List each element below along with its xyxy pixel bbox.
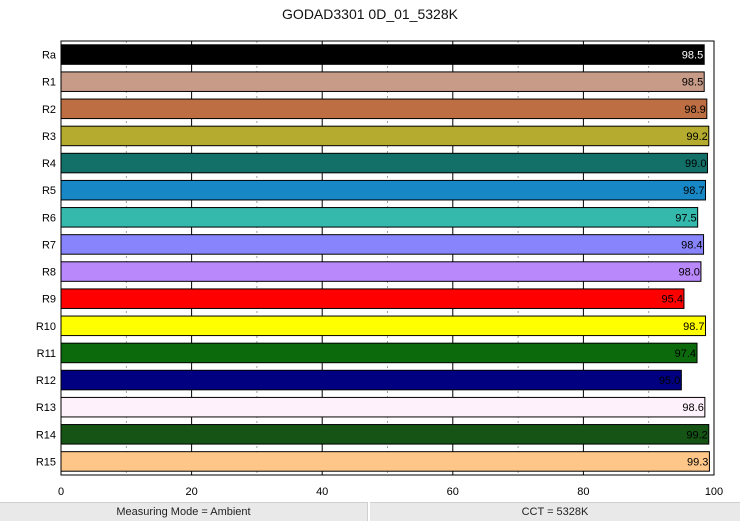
axis-ticks: 0 20 40 60 80 100	[58, 486, 723, 498]
x-tick-label: 60	[447, 486, 459, 498]
measuring-mode-status: Measuring Mode = Ambient	[0, 502, 368, 521]
value-label: 98.7	[683, 185, 704, 197]
plot-frame	[60, 40, 715, 476]
bar-r4	[60, 152, 708, 174]
bars: Ra 98.5 R1 98.5 R2 98.9 R3 99.2 R4 99.0 R5 98.7 R6 97…	[36, 44, 710, 472]
x-tick-label: 100	[705, 486, 723, 498]
category-label: R11	[37, 348, 56, 360]
x-tick-label: 40	[316, 486, 328, 498]
value-label: 98.4	[681, 239, 702, 251]
bar-r10	[60, 315, 707, 337]
category-label: R3	[42, 131, 56, 143]
bar-r5	[60, 179, 707, 201]
bar-r7	[60, 234, 705, 255]
value-label: 95.0	[659, 375, 680, 387]
value-label: 98.5	[682, 50, 703, 62]
value-label: 97.4	[675, 348, 696, 360]
value-label: 99.0	[685, 158, 706, 170]
category-label: Ra	[42, 50, 57, 62]
category-label: R10	[36, 321, 56, 333]
value-label: 97.5	[675, 212, 696, 224]
x-tick-label: 20	[185, 486, 197, 498]
category-label: R12	[36, 375, 56, 387]
value-label: 99.2	[686, 429, 707, 441]
bar-r11	[60, 342, 698, 364]
bar-ra	[60, 44, 705, 65]
bar-r13	[60, 396, 706, 418]
bar-r14	[60, 424, 710, 445]
value-label: 98.7	[683, 321, 704, 333]
category-label: R8	[42, 267, 56, 279]
bar-r8	[60, 261, 702, 282]
category-label: R2	[42, 104, 56, 116]
bar-r6	[60, 207, 699, 228]
category-label: R13	[36, 402, 56, 414]
category-label: R5	[42, 185, 56, 197]
bar-r2	[60, 98, 708, 120]
value-label: 98.9	[684, 104, 705, 116]
value-label: 99.2	[686, 131, 707, 143]
bar-r3	[60, 125, 710, 147]
value-label: 99.3	[687, 456, 708, 468]
category-label: R15	[36, 456, 56, 468]
category-label: R6	[42, 212, 56, 224]
bar-r15	[60, 451, 710, 472]
bar-r1	[60, 71, 705, 92]
category-label: R14	[36, 429, 56, 441]
category-label: R4	[42, 158, 56, 170]
bar-r12	[60, 369, 682, 391]
chart-title: GODAD3301 0D_01_5328K	[282, 6, 458, 22]
category-label: R1	[42, 77, 56, 89]
value-label: 98.6	[682, 402, 703, 414]
value-label: 98.5	[682, 77, 703, 89]
category-label: R7	[42, 239, 56, 251]
x-tick-label: 0	[58, 486, 64, 498]
cct-status: CCT = 5328K	[370, 502, 740, 521]
bar-r9	[60, 288, 685, 309]
bar-chart: Ra 98.5 R1 98.5 R2 98.9 R3 99.2 R4 99.0 R5 98.7 R6 97…	[36, 40, 723, 498]
value-label: 95.4	[662, 294, 683, 306]
category-label: R9	[42, 294, 56, 306]
value-label: 98.0	[679, 267, 700, 279]
x-tick-label: 80	[577, 486, 589, 498]
